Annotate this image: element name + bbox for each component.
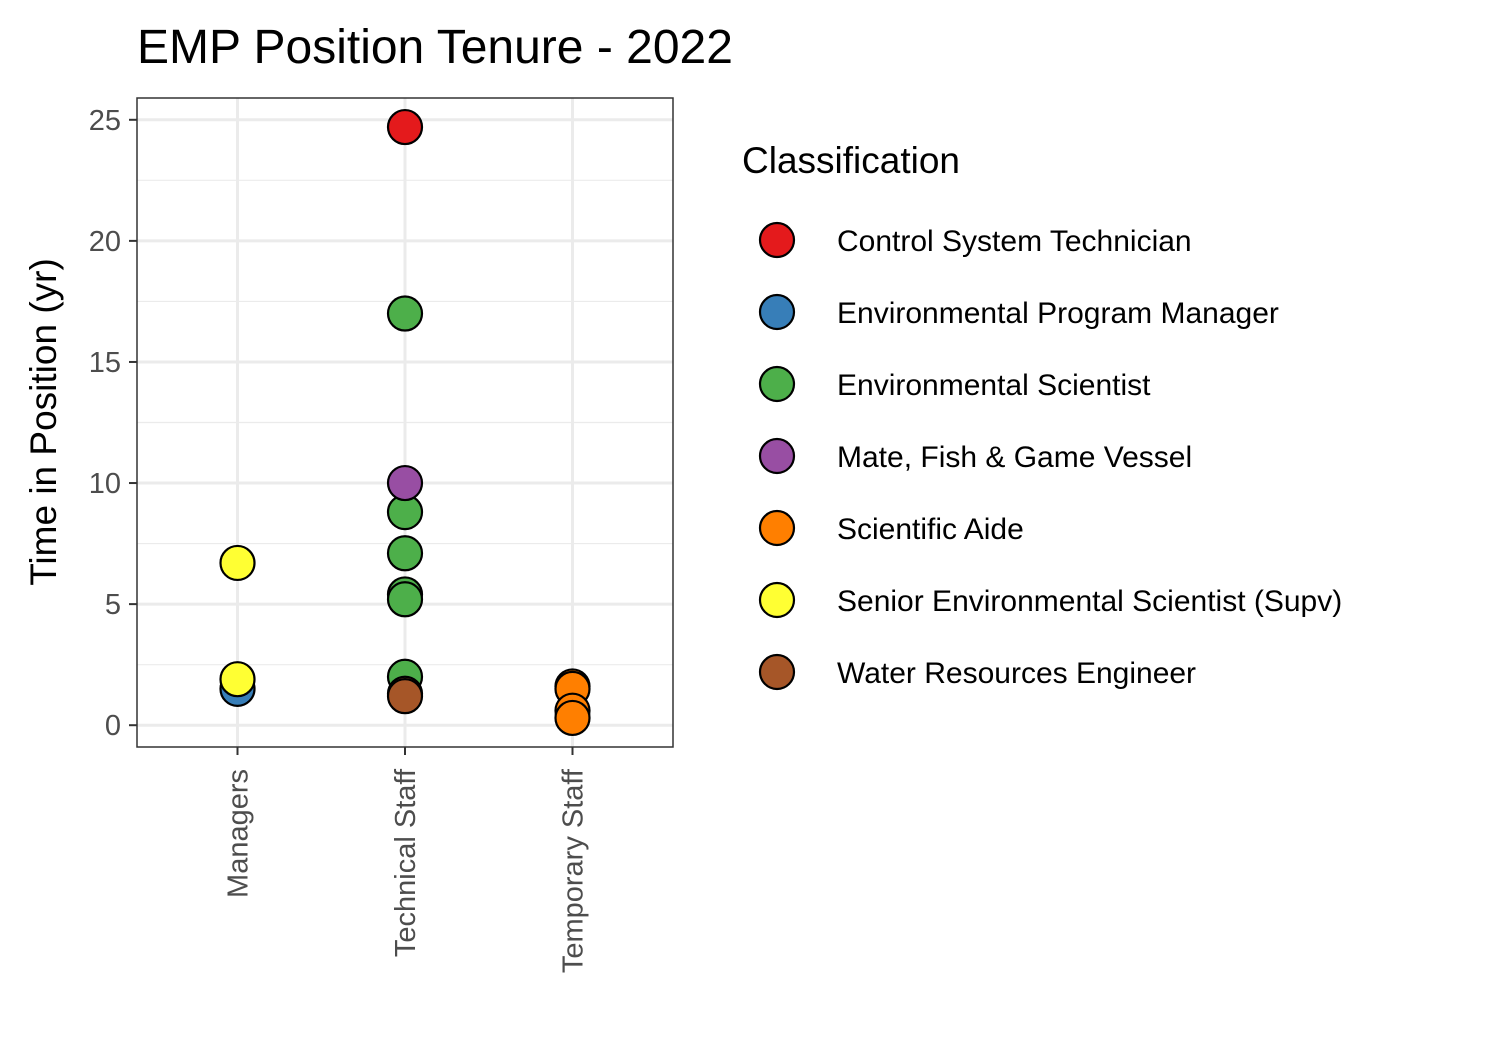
legend-key (758, 365, 796, 403)
y-tick-label: 0 (105, 710, 121, 742)
chart-title: EMP Position Tenure - 2022 (137, 21, 733, 74)
data-point (219, 544, 256, 582)
data-point (386, 108, 424, 146)
y-axis: 0 5 10 15 20 25 (89, 105, 137, 742)
y-tick-label: 25 (89, 105, 121, 137)
plot-panel (136, 97, 674, 748)
legend-key (758, 653, 796, 691)
data-point (386, 678, 424, 715)
data-points (219, 108, 591, 737)
data-point (554, 699, 591, 737)
legend-key (758, 581, 796, 619)
y-tick-label: 15 (89, 347, 121, 379)
legend-label: Environmental Program Manager (837, 297, 1279, 330)
legend-label: Water Resources Engineer (837, 657, 1196, 690)
legend-label: Senior Environmental Scientist (Supv) (837, 585, 1342, 618)
x-axis: Managers Technical Staff Temporary Staff (223, 747, 590, 973)
legend-key (758, 437, 796, 475)
y-tick-label: 5 (105, 589, 121, 621)
y-tick-label: 20 (89, 226, 121, 258)
y-tick-label: 10 (89, 468, 121, 500)
x-tick-label: Technical Staff (390, 768, 422, 957)
legend-label: Scientific Aide (837, 513, 1024, 546)
data-point (219, 661, 256, 698)
data-point (386, 464, 424, 502)
legend-title: Classification (742, 140, 960, 181)
data-point (386, 581, 424, 618)
x-tick-label: Temporary Staff (558, 768, 590, 973)
legend: Classification Control System Technician… (742, 140, 1342, 691)
legend-label: Mate, Fish & Game Vessel (837, 441, 1192, 474)
y-axis-title: Time in Position (yr) (23, 258, 64, 586)
legend-label: Control System Technician (837, 225, 1192, 258)
legend-label: Environmental Scientist (837, 369, 1151, 402)
x-tick-label: Managers (223, 769, 255, 898)
legend-key (758, 221, 796, 259)
legend-key (758, 293, 796, 331)
legend-entries: Control System Technician Environmental P… (758, 221, 1342, 691)
data-point (386, 535, 424, 572)
data-point (386, 295, 424, 332)
legend-key (758, 509, 796, 547)
